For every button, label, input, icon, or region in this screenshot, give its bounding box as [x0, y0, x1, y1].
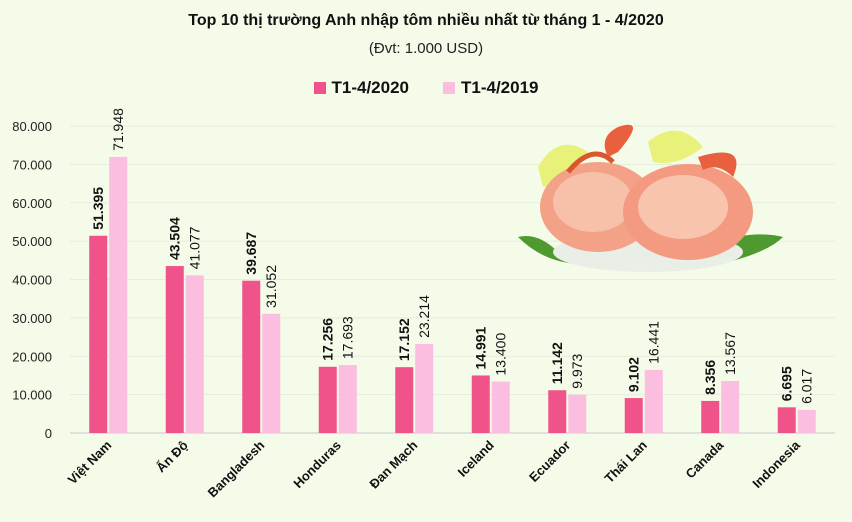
bar-2019: [644, 369, 663, 433]
x-tick-label: Indonesia: [749, 437, 803, 491]
bar-2019: [491, 381, 510, 433]
y-tick-label: 20.000: [12, 349, 52, 364]
bar-2020: [471, 375, 490, 433]
x-tick-label: Ecuador: [526, 438, 573, 485]
bar-2020: [624, 398, 643, 433]
data-label: 9.102: [626, 357, 642, 392]
data-label: 51.395: [90, 187, 106, 230]
data-label: 17.693: [340, 316, 356, 359]
y-tick-label: 0: [45, 426, 52, 441]
bar-2019: [568, 394, 587, 433]
legend-label-2019: T1-4/2019: [461, 78, 539, 97]
legend-swatch-2019: [443, 82, 455, 94]
data-label: 23.214: [416, 295, 432, 338]
y-tick-label: 50.000: [12, 234, 52, 249]
data-label: 39.687: [243, 232, 259, 275]
y-tick-label: 40.000: [12, 273, 52, 288]
bar-2020: [89, 235, 108, 433]
bar-2020: [395, 367, 414, 433]
data-label: 8.356: [702, 360, 718, 395]
x-tick-label: Việt Nam: [65, 438, 115, 488]
bar-2019: [109, 156, 128, 434]
bar-2019: [262, 313, 281, 433]
bar-2019: [185, 275, 204, 433]
data-label: 13.567: [722, 332, 738, 375]
chart-title: Top 10 thị trường Anh nhập tôm nhiều nhấ…: [188, 12, 664, 29]
data-label: 17.152: [396, 318, 412, 361]
data-label: 17.256: [320, 318, 336, 361]
data-label: 43.504: [167, 217, 183, 260]
bar-2020: [242, 280, 261, 433]
bar-2020: [777, 407, 796, 433]
legend: T1-4/2020 T1-4/2019: [0, 78, 852, 98]
shrimp-plate-icon: [518, 124, 783, 272]
data-label: 11.142: [549, 342, 565, 384]
y-tick-label: 70.000: [12, 157, 52, 172]
legend-item-2020: T1-4/2020: [313, 78, 410, 98]
x-tick-label: Thái Lan: [601, 437, 649, 485]
legend-item-2019: T1-4/2019: [443, 78, 539, 98]
y-tick-label: 30.000: [12, 311, 52, 326]
data-label: 6.695: [779, 366, 795, 401]
bar-2019: [797, 409, 816, 433]
data-label: 14.991: [473, 326, 489, 369]
x-tick-label: Ấn Độ: [153, 437, 191, 475]
x-tick-label: Honduras: [290, 438, 344, 492]
x-tick-label: Đan Mạch: [366, 437, 420, 491]
bar-2020: [548, 390, 567, 433]
y-tick-label: 60.000: [12, 196, 52, 211]
bar-2019: [721, 380, 740, 433]
x-tick-label: Canada: [683, 437, 727, 481]
x-tick-label: Iceland: [455, 437, 497, 479]
chart-subtitle: (Đvt: 1.000 USD): [368, 40, 484, 57]
data-label: 16.441: [646, 321, 662, 364]
data-label: 31.052: [263, 265, 279, 308]
bar-2020: [701, 400, 720, 433]
data-label: 13.400: [493, 333, 509, 376]
data-label: 41.077: [187, 226, 203, 269]
legend-swatch-2020: [313, 82, 326, 94]
x-tick-label: Bangladesh: [205, 437, 268, 500]
bar-2020: [318, 366, 337, 433]
bar-2020: [165, 266, 184, 433]
bar-2019: [415, 343, 434, 433]
y-tick-label: 10.000: [12, 388, 52, 403]
data-label: 71.948: [110, 108, 126, 151]
data-label: 9.973: [569, 353, 585, 388]
y-tick-label: 80.000: [12, 119, 52, 134]
data-label: 6.017: [799, 369, 815, 404]
bar-2019: [338, 365, 357, 433]
legend-label-2020: T1-4/2020: [331, 78, 410, 97]
